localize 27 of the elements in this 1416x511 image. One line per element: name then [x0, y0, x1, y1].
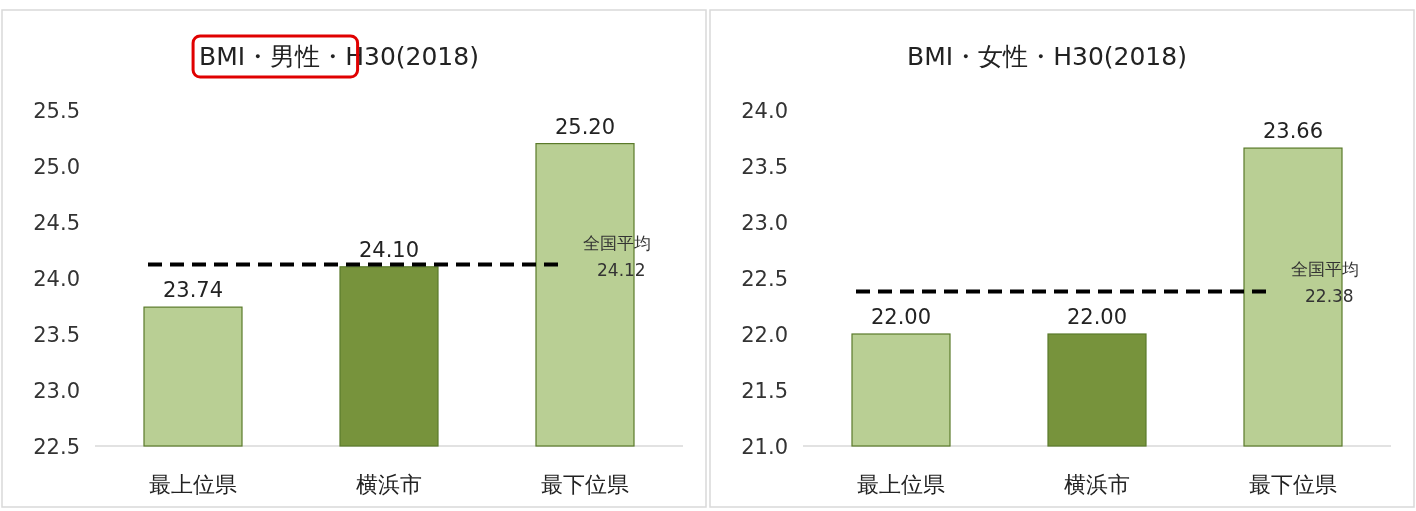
data-label: 23.74 [162, 278, 224, 303]
data-label: 22.00 [1066, 305, 1128, 329]
data-label: 24.10 [358, 237, 420, 262]
data-label: 22.00 [870, 305, 932, 329]
y-tick-label: 23.0 [33, 379, 80, 403]
y-tick-label: 24.5 [33, 211, 80, 235]
x-tick-label: 横浜市 [1064, 472, 1130, 497]
y-tick-label: 22.0 [741, 323, 788, 347]
y-tick-label: 24.0 [33, 267, 80, 291]
x-tick-label: 横浜市 [356, 472, 422, 497]
y-tick-label: 23.5 [741, 155, 788, 179]
data-label: 23.66 [1262, 119, 1324, 144]
x-tick-label: 最上位県 [149, 472, 237, 497]
y-tick-label: 22.5 [33, 435, 80, 459]
chart-title: BMI・女性・H30(2018) [907, 42, 1187, 71]
x-tick-label: 最下位県 [1249, 472, 1337, 497]
y-tick-label: 22.5 [741, 267, 788, 291]
data-label: 25.20 [554, 114, 616, 139]
x-tick-label: 最下位県 [541, 472, 629, 497]
y-tick-label: 21.5 [741, 379, 788, 403]
y-tick-label: 25.0 [33, 155, 80, 179]
y-tick-label: 23.5 [33, 323, 80, 347]
y-tick-label: 21.0 [741, 435, 788, 459]
x-tick-label: 最上位県 [857, 472, 945, 497]
y-tick-label: 25.5 [33, 99, 80, 123]
y-tick-label: 23.0 [741, 211, 788, 235]
y-tick-label: 24.0 [741, 99, 788, 123]
